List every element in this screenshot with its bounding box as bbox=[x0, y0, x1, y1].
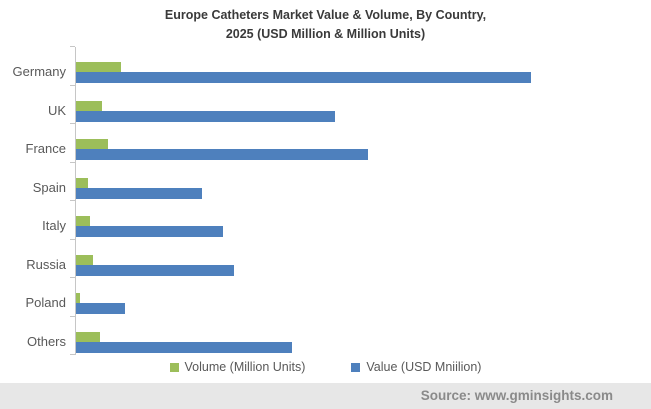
axis-tick bbox=[70, 238, 75, 240]
bar-pair bbox=[76, 139, 631, 160]
chart-row: Germany bbox=[13, 46, 631, 86]
chart-row: Others bbox=[27, 315, 631, 355]
axis-tick bbox=[70, 84, 75, 86]
axis-tick bbox=[70, 354, 75, 355]
axis-tick bbox=[70, 277, 75, 278]
chart-row: Italy bbox=[42, 200, 631, 240]
category-label: UK bbox=[47, 102, 66, 118]
legend-label-volume: Volume (Million Units) bbox=[184, 360, 306, 374]
bar-pair bbox=[76, 293, 631, 314]
volume-bar bbox=[76, 177, 88, 188]
axis-tick bbox=[70, 315, 75, 317]
bar-pair bbox=[76, 100, 631, 122]
value-bar bbox=[76, 72, 531, 83]
volume-bar bbox=[76, 216, 90, 226]
category-label: Russia bbox=[26, 256, 66, 272]
volume-bar bbox=[76, 254, 93, 265]
category-label: Germany bbox=[12, 64, 66, 79]
volume-bar bbox=[76, 139, 108, 149]
legend: Volume (Million Units) Value (USD Mniili… bbox=[0, 360, 651, 374]
bar-pair bbox=[76, 177, 631, 199]
legend-item-volume: Volume (Million Units) bbox=[169, 360, 306, 374]
volume-bar bbox=[76, 293, 80, 303]
chart-title-line1: Europe Catheters Market Value & Volume, … bbox=[164, 8, 487, 22]
volume-bar bbox=[76, 100, 102, 111]
category-label: France bbox=[25, 141, 66, 156]
value-bar bbox=[76, 226, 223, 237]
chart-row: Russia bbox=[26, 238, 631, 279]
volume-bar bbox=[76, 331, 100, 342]
bar-pair bbox=[76, 331, 631, 353]
value-bar bbox=[76, 187, 202, 199]
chart-title-line2: 2025 (USD Million & Million Units) bbox=[225, 27, 426, 42]
chart-row: UK bbox=[48, 84, 631, 125]
chart-row: Spain bbox=[33, 161, 631, 202]
value-bar bbox=[76, 149, 368, 160]
chart-row: Poland bbox=[26, 277, 631, 317]
source-attribution: Source: www.gminsights.com bbox=[0, 383, 651, 409]
axis-tick bbox=[70, 161, 75, 163]
value-bar bbox=[76, 303, 125, 314]
chart-row: France bbox=[26, 123, 631, 163]
volume-bar bbox=[76, 62, 121, 72]
legend-item-value: Value (USD Mniilion) bbox=[351, 360, 481, 374]
value-bar bbox=[76, 341, 292, 353]
value-bar bbox=[76, 264, 234, 276]
bar-pair bbox=[76, 62, 631, 83]
chart-title: Europe Catheters Market Value & Volume, … bbox=[0, 6, 651, 45]
category-label: Others bbox=[26, 333, 66, 349]
axis-tick bbox=[70, 46, 75, 47]
axis-tick bbox=[70, 200, 75, 201]
bar-pair bbox=[76, 254, 631, 276]
volume-swatch-icon bbox=[169, 362, 179, 372]
bar-pair bbox=[76, 216, 631, 237]
category-label: Poland bbox=[25, 295, 66, 310]
axis-tick bbox=[70, 123, 75, 124]
legend-label-value: Value (USD Mniilion) bbox=[366, 360, 482, 374]
category-label: Spain bbox=[32, 179, 66, 195]
value-swatch-icon bbox=[351, 362, 361, 372]
plot-area: Germany UK France Spain Italy Russia Poland Oth… bbox=[13, 46, 631, 355]
category-label: Italy bbox=[42, 218, 66, 233]
value-bar bbox=[76, 110, 335, 122]
